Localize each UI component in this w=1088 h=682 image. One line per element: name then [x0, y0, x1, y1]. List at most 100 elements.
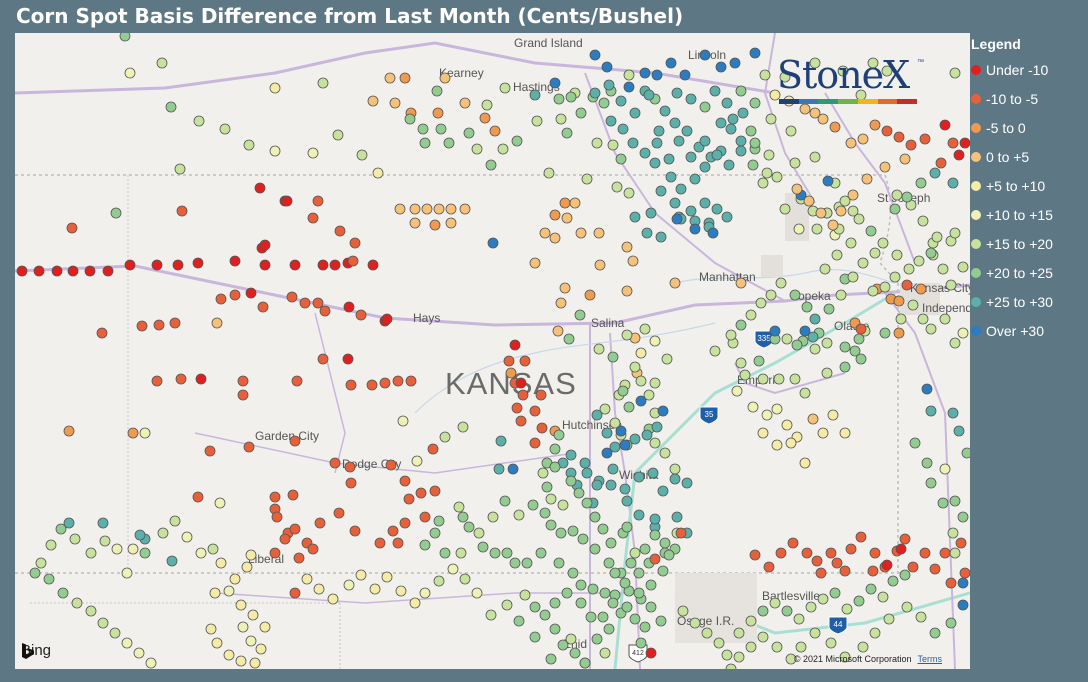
basis-point-marker[interactable] [409, 597, 421, 609]
basis-point-marker[interactable] [735, 277, 747, 289]
basis-point-marker[interactable] [513, 509, 525, 521]
basis-point-marker[interactable] [925, 323, 937, 335]
basis-point-marker[interactable] [607, 139, 619, 151]
basis-point-marker[interactable] [259, 259, 271, 271]
basis-point-marker[interactable] [111, 543, 123, 555]
basis-point-marker[interactable] [479, 112, 491, 124]
basis-point-marker[interactable] [395, 585, 407, 597]
basis-point-marker[interactable] [861, 173, 873, 185]
basis-point-marker[interactable] [651, 137, 663, 149]
basis-point-marker[interactable] [345, 379, 357, 391]
basis-point-marker[interactable] [785, 125, 797, 137]
basis-point-marker[interactable] [593, 227, 605, 239]
basis-point-marker[interactable] [607, 351, 619, 363]
basis-point-marker[interactable] [69, 533, 81, 545]
basis-point-marker[interactable] [721, 211, 733, 223]
basis-point-marker[interactable] [366, 379, 378, 391]
basis-point-marker[interactable] [204, 445, 216, 457]
basis-point-marker[interactable] [795, 641, 807, 653]
basis-point-marker[interactable] [509, 339, 521, 351]
basis-point-marker[interactable] [655, 615, 667, 627]
basis-point-marker[interactable] [509, 557, 521, 569]
basis-point-marker[interactable] [707, 227, 719, 239]
basis-point-marker[interactable] [661, 353, 673, 365]
basis-point-marker[interactable] [427, 443, 439, 455]
basis-point-marker[interactable] [635, 395, 647, 407]
basis-point-marker[interactable] [749, 97, 761, 109]
basis-point-marker[interactable] [621, 285, 633, 297]
basis-point-marker[interactable] [507, 463, 519, 475]
basis-point-marker[interactable] [727, 113, 739, 125]
basis-point-marker[interactable] [825, 637, 837, 649]
basis-point-marker[interactable] [121, 637, 133, 649]
basis-point-marker[interactable] [733, 651, 745, 663]
basis-point-marker[interactable] [445, 217, 457, 229]
basis-point-marker[interactable] [193, 115, 205, 127]
basis-point-marker[interactable] [579, 457, 591, 469]
basis-point-marker[interactable] [66, 222, 78, 234]
basis-point-marker[interactable] [749, 137, 761, 149]
basis-point-marker[interactable] [757, 177, 769, 189]
basis-point-marker[interactable] [651, 69, 663, 81]
basis-point-marker[interactable] [907, 299, 919, 311]
basis-point-marker[interactable] [899, 569, 911, 581]
basis-point-marker[interactable] [541, 481, 553, 493]
basis-point-marker[interactable] [657, 565, 669, 577]
basis-point-marker[interactable] [439, 431, 451, 443]
basis-point-marker[interactable] [403, 493, 415, 505]
basis-point-marker[interactable] [237, 375, 249, 387]
basis-point-marker[interactable] [219, 123, 231, 135]
basis-point-marker[interactable] [925, 247, 937, 259]
basis-point-marker[interactable] [623, 69, 635, 81]
basis-point-marker[interactable] [823, 303, 835, 315]
basis-point-marker[interactable] [471, 143, 483, 155]
basis-point-marker[interactable] [629, 547, 641, 559]
basis-point-marker[interactable] [581, 173, 593, 185]
basis-point-marker[interactable] [913, 255, 925, 267]
basis-point-marker[interactable] [575, 107, 587, 119]
basis-point-marker[interactable] [136, 320, 148, 332]
basis-point-marker[interactable] [539, 609, 551, 621]
basis-point-marker[interactable] [334, 225, 346, 237]
basis-point-marker[interactable] [749, 47, 761, 59]
terms-link[interactable]: Terms [917, 654, 943, 664]
basis-point-marker[interactable] [29, 567, 41, 579]
basis-point-marker[interactable] [649, 553, 661, 565]
basis-point-marker[interactable] [557, 639, 569, 651]
basis-point-marker[interactable] [575, 227, 587, 239]
basis-point-marker[interactable] [659, 105, 671, 117]
basis-point-marker[interactable] [855, 323, 867, 335]
basis-point-marker[interactable] [757, 631, 769, 643]
basis-point-marker[interactable] [332, 129, 344, 141]
basis-point-marker[interactable] [929, 627, 941, 639]
basis-point-marker[interactable] [659, 447, 671, 459]
basis-point-marker[interactable] [367, 259, 379, 271]
basis-point-marker[interactable] [581, 497, 593, 509]
basis-point-marker[interactable] [245, 635, 257, 647]
basis-point-marker[interactable] [753, 355, 765, 367]
basis-point-marker[interactable] [779, 71, 791, 83]
basis-point-marker[interactable] [853, 213, 865, 225]
basis-point-marker[interactable] [575, 579, 587, 591]
basis-point-marker[interactable] [699, 197, 711, 209]
basis-point-marker[interactable] [721, 97, 733, 109]
basis-point-marker[interactable] [811, 555, 823, 567]
basis-point-marker[interactable] [343, 301, 355, 313]
basis-point-marker[interactable] [471, 587, 483, 599]
basis-point-marker[interactable] [725, 123, 737, 135]
basis-point-marker[interactable] [211, 317, 223, 329]
basis-point-marker[interactable] [949, 337, 961, 349]
basis-point-marker[interactable] [55, 523, 67, 535]
basis-point-marker[interactable] [501, 599, 513, 611]
basis-point-marker[interactable] [849, 345, 861, 357]
basis-point-marker[interactable] [176, 205, 188, 217]
basis-point-marker[interactable] [789, 289, 801, 301]
basis-point-marker[interactable] [499, 82, 511, 94]
basis-point-marker[interactable] [343, 579, 355, 591]
basis-point-marker[interactable] [675, 183, 687, 195]
basis-point-marker[interactable] [949, 495, 961, 507]
basis-point-marker[interactable] [807, 413, 819, 425]
basis-point-marker[interactable] [453, 501, 465, 513]
basis-point-marker[interactable] [621, 329, 633, 341]
basis-point-marker[interactable] [552, 325, 564, 337]
